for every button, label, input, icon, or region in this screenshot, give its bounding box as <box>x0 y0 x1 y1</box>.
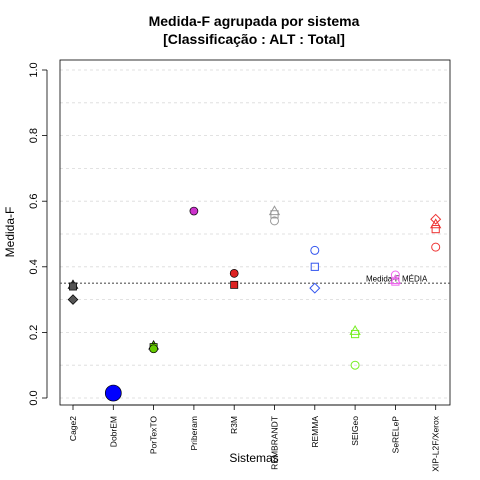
x-tick-label: SeRELeP <box>390 416 400 454</box>
x-tick-label: SEIGeo <box>350 416 360 446</box>
x-tick-label: XIP-L2F/Xerox <box>431 415 441 471</box>
data-point-diamond <box>67 294 79 305</box>
data-point-circle <box>270 216 279 226</box>
y-tick-label: 0.0 <box>28 390 40 405</box>
data-point-triangle <box>430 218 442 229</box>
data-point-square <box>69 282 77 291</box>
y-axis: 0.0 0.2 0.4 0.6 0.8 1.0 <box>28 62 48 406</box>
data-point-diamond <box>309 282 321 294</box>
y-tick-label: 0.6 <box>28 194 40 209</box>
chart-title-line1: Medida-F agrupada por sistema <box>149 13 360 29</box>
data-point-circle <box>189 206 199 216</box>
x-tick-label: PorTexTO <box>149 416 159 454</box>
data-point-circle <box>390 270 400 280</box>
data-point-diamond <box>430 213 442 225</box>
data-point-square <box>270 210 279 219</box>
chart-title-line2: [Classificação : ALT : Total] <box>163 31 345 47</box>
data-point-circle <box>350 360 360 370</box>
y-tick-label: 1.0 <box>28 62 40 77</box>
x-tick-label: REMMA <box>310 416 320 448</box>
data-point-square <box>391 277 400 286</box>
data-point-square <box>310 262 319 271</box>
x-tick-label: DobrEM <box>108 416 118 447</box>
data-point-circle <box>310 245 320 255</box>
y-tick-label: 0.2 <box>28 325 40 340</box>
data-point-square <box>431 224 440 234</box>
x-tick-label: REMBRANDT <box>270 416 280 470</box>
x-tick-label: Priberam <box>189 416 199 450</box>
data-point-circle-large <box>104 384 122 402</box>
data-point-square <box>351 329 360 339</box>
y-tick-label: 0.4 <box>28 259 40 274</box>
grid-lines <box>60 69 450 399</box>
y-axis-label: Medida-F <box>3 207 17 258</box>
data-point-circle <box>149 344 158 354</box>
data-point-square <box>230 280 239 289</box>
data-points <box>67 205 442 402</box>
data-point-triangle <box>389 274 402 285</box>
x-tick-label: R3M <box>229 416 239 434</box>
x-axis: Cage2 DobrEM PorTexTO Priberam R3M REMBRANDT R… <box>68 404 441 472</box>
plot-frame <box>59 59 451 406</box>
data-point-circle <box>431 242 441 252</box>
x-tick-label: Cage2 <box>68 416 78 441</box>
x-axis-label: Sistemas <box>229 451 278 465</box>
y-tick-label: 0.8 <box>28 128 40 143</box>
data-point-circle <box>229 269 239 278</box>
